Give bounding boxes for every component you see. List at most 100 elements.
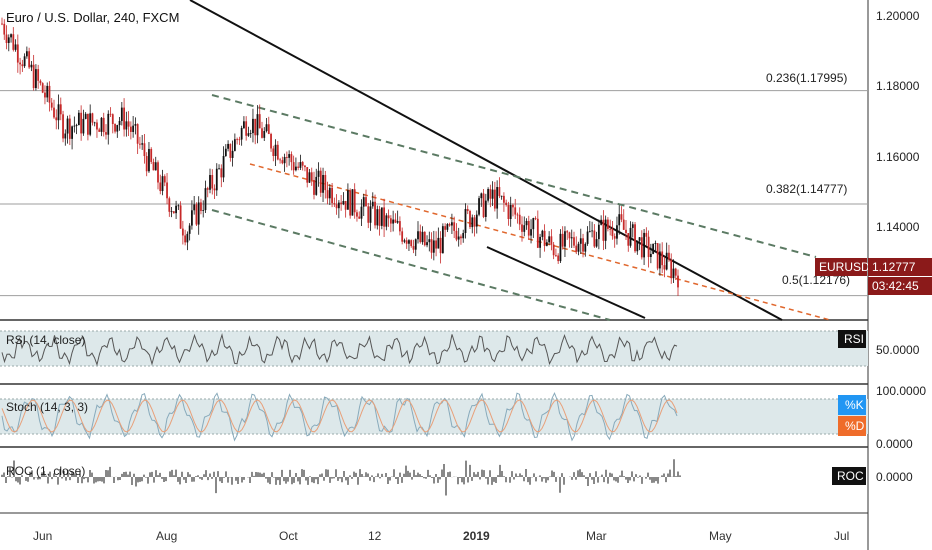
candle-body bbox=[188, 225, 191, 234]
candle-body bbox=[159, 182, 162, 192]
candle-body bbox=[129, 126, 132, 132]
candle-body bbox=[403, 240, 406, 242]
candle-body bbox=[123, 107, 125, 130]
candle-body bbox=[514, 207, 517, 215]
candle-body bbox=[80, 112, 83, 134]
lower-trendline[interactable] bbox=[486, 246, 646, 319]
candle-body bbox=[186, 233, 189, 243]
candle-body bbox=[59, 104, 62, 115]
candle-body bbox=[496, 187, 499, 209]
candle-body bbox=[527, 220, 530, 236]
channel-upper-dashed[interactable] bbox=[211, 94, 817, 258]
x-tick: Oct bbox=[279, 529, 298, 543]
candle-body bbox=[143, 143, 146, 157]
candle-body bbox=[466, 209, 469, 211]
candle-body bbox=[521, 224, 523, 232]
candle-body bbox=[218, 168, 220, 170]
candle-body bbox=[299, 162, 302, 168]
candle-body bbox=[430, 239, 433, 253]
candle-body bbox=[211, 175, 214, 189]
candle-body bbox=[469, 210, 471, 228]
candle-body bbox=[304, 165, 306, 168]
x-tick: Aug bbox=[156, 529, 177, 543]
stoch-k-badge[interactable] bbox=[838, 395, 866, 415]
candle-body bbox=[631, 224, 634, 228]
candle-body bbox=[3, 23, 6, 35]
rsi-badge[interactable] bbox=[838, 330, 866, 348]
symbol-tag bbox=[815, 258, 867, 276]
candle-body bbox=[399, 221, 401, 232]
candle-body bbox=[665, 252, 668, 270]
candle-body bbox=[261, 128, 263, 138]
candle-body bbox=[643, 232, 645, 258]
x-tick: 2019 bbox=[463, 529, 490, 543]
candle-body bbox=[525, 220, 528, 226]
candle-body bbox=[503, 195, 505, 203]
candle-body bbox=[175, 205, 177, 214]
candle-body bbox=[374, 201, 376, 226]
candle-body bbox=[222, 155, 225, 178]
upper-trendline[interactable] bbox=[189, 0, 783, 321]
candle-body bbox=[50, 102, 53, 108]
candle-body bbox=[396, 221, 399, 223]
rsi-badge-text: RSI bbox=[844, 332, 864, 346]
channel-lower-dashed[interactable] bbox=[211, 209, 611, 321]
stoch-d-badge[interactable] bbox=[838, 416, 866, 436]
candle-body bbox=[93, 122, 96, 124]
candle-body bbox=[77, 112, 80, 126]
candle-body bbox=[306, 167, 309, 183]
candle-body bbox=[326, 190, 329, 199]
candle-body bbox=[582, 238, 584, 252]
candle-body bbox=[389, 218, 392, 224]
candle-body bbox=[435, 240, 437, 249]
candle-body bbox=[417, 231, 419, 240]
candle-body bbox=[340, 202, 343, 205]
candle-body bbox=[32, 64, 35, 89]
candle-body bbox=[670, 259, 673, 279]
candle-body bbox=[281, 160, 284, 164]
price-tag[interactable]: EURUSD 1.12777 03:42:45 bbox=[815, 258, 932, 295]
candle-body bbox=[109, 113, 112, 115]
candle-body bbox=[541, 230, 544, 237]
candle-body bbox=[509, 204, 512, 220]
candle-body bbox=[579, 238, 582, 244]
candle-body bbox=[224, 148, 227, 156]
candle-body bbox=[534, 218, 537, 219]
candle-body bbox=[478, 198, 480, 215]
candle-body bbox=[652, 243, 655, 254]
candle-body bbox=[236, 139, 239, 141]
candle-body bbox=[62, 114, 64, 139]
roc-tick: 0.0000 bbox=[876, 470, 913, 484]
candle-body bbox=[421, 231, 424, 243]
candle-body bbox=[114, 124, 116, 132]
candle-body bbox=[543, 230, 546, 246]
roc-badge[interactable] bbox=[832, 467, 866, 485]
candle-body bbox=[324, 174, 327, 191]
candle-body bbox=[362, 197, 365, 207]
candle-body bbox=[249, 133, 252, 134]
candle-body bbox=[82, 118, 85, 134]
candle-body bbox=[206, 188, 209, 190]
candle-body bbox=[593, 230, 596, 247]
candle-body bbox=[516, 214, 519, 216]
candle-body bbox=[57, 104, 60, 121]
candle-body bbox=[473, 217, 476, 227]
candle-body bbox=[369, 206, 372, 223]
candle-body bbox=[73, 125, 76, 127]
candle-body bbox=[315, 176, 318, 195]
candle-body bbox=[150, 148, 153, 162]
stoch-d-line bbox=[1, 399, 678, 433]
candle-body bbox=[663, 265, 666, 270]
candle-body bbox=[46, 85, 49, 98]
stoch-tick-top: 100.0000 bbox=[876, 384, 926, 398]
candle-body bbox=[209, 175, 211, 190]
candle-body bbox=[145, 156, 148, 172]
candle-body bbox=[247, 133, 250, 136]
candle-body bbox=[10, 34, 12, 38]
candle-body bbox=[419, 231, 422, 243]
candle-body bbox=[68, 118, 71, 139]
candle-body bbox=[197, 202, 200, 225]
candle-body bbox=[30, 64, 33, 68]
candle-body bbox=[347, 190, 349, 210]
candle-body bbox=[35, 69, 37, 89]
